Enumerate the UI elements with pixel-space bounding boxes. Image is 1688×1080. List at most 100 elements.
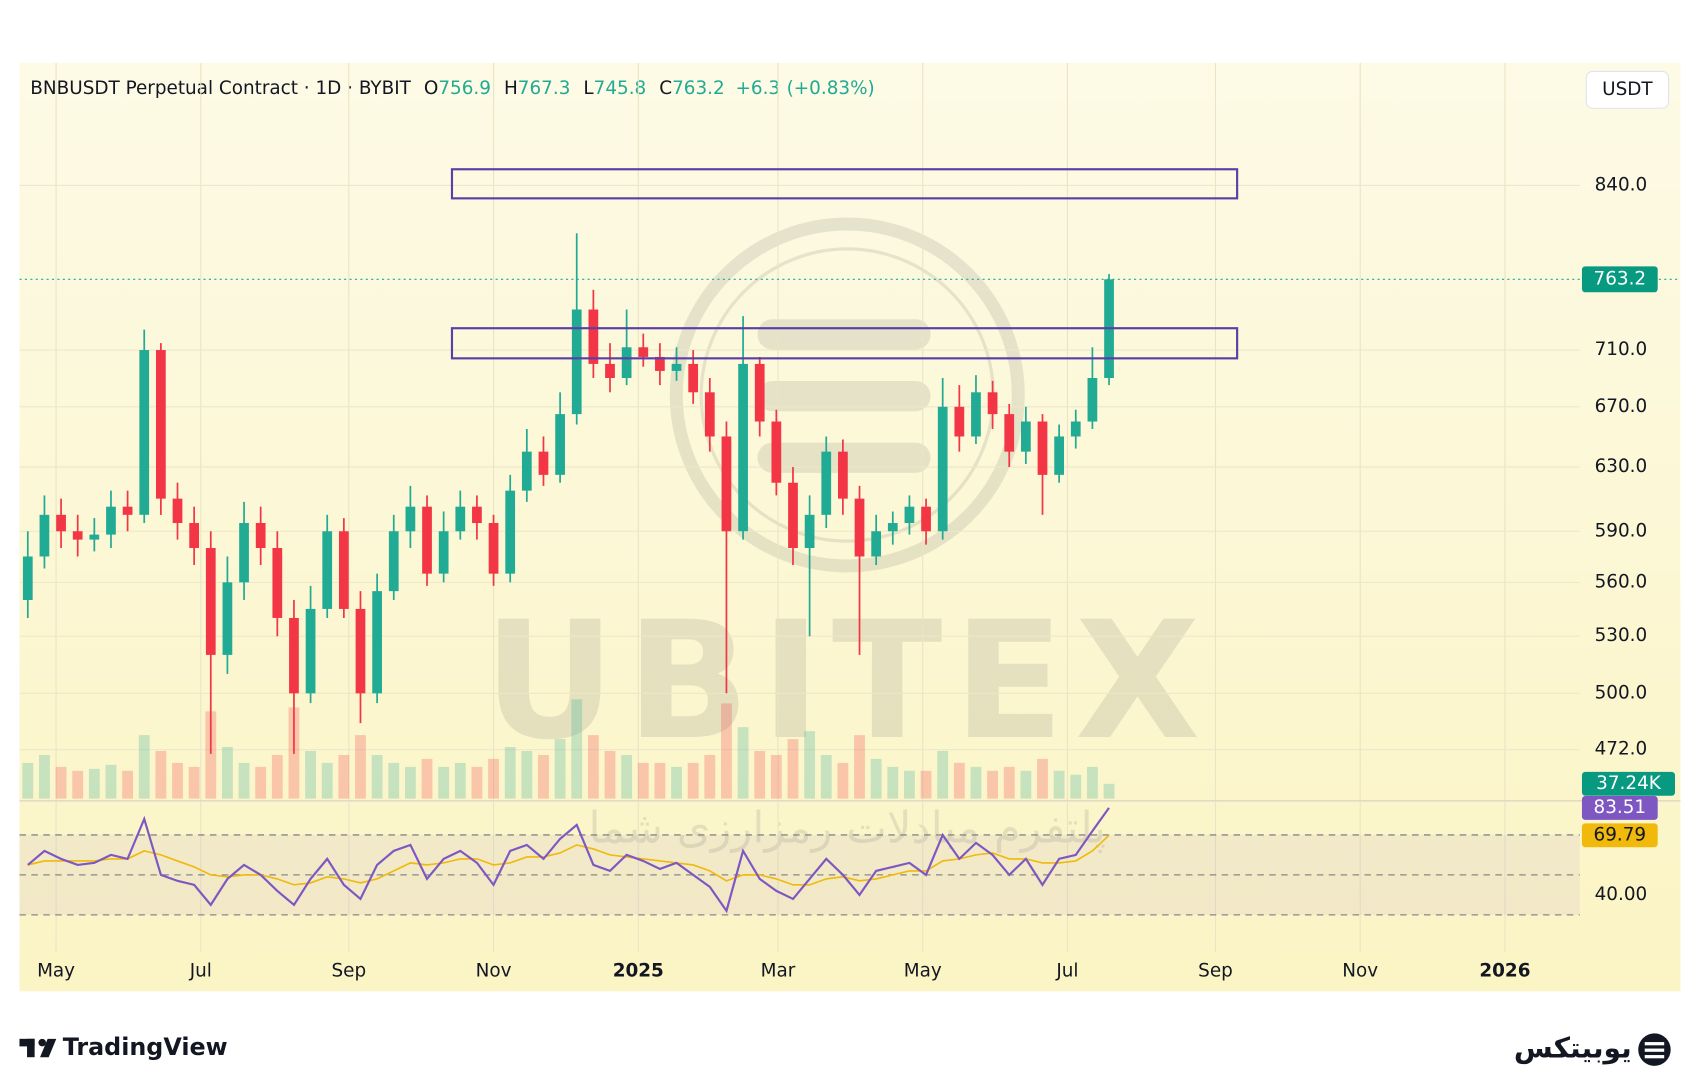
candle-body <box>904 506 915 524</box>
candle-body <box>422 506 432 574</box>
logo-shape <box>19 1038 35 1047</box>
ohlc-value: 756.9 <box>438 78 491 99</box>
volume-bar <box>1103 783 1115 799</box>
volume-bar <box>88 768 100 799</box>
candle-body <box>272 548 283 618</box>
x-tick-label: Jul <box>189 961 212 982</box>
rsi-ma-tag <box>1581 823 1658 848</box>
candle-body <box>838 451 848 499</box>
candle-body <box>222 582 233 655</box>
candle-body <box>538 451 549 475</box>
candle-body <box>987 392 998 415</box>
volume-bar <box>22 762 34 799</box>
chart-header: BNBUSDT Perpetual Contract · 1D · BYBIT O… <box>30 78 874 99</box>
volume-bar <box>920 770 932 799</box>
candle-body <box>521 451 532 491</box>
volume-bar <box>837 762 849 799</box>
volume-tag <box>1581 771 1676 796</box>
ohlc-value: 763.2 <box>672 78 725 99</box>
candle-body <box>289 617 299 694</box>
candle-body <box>322 531 333 609</box>
ohlc-label: C <box>659 78 672 99</box>
volume-bar <box>987 770 999 799</box>
volume-bar <box>770 754 782 799</box>
y-tick-label: 630.0 <box>1595 456 1648 477</box>
y-tick-label: 472.0 <box>1595 739 1648 760</box>
candle-body <box>804 514 815 549</box>
candle-body <box>338 531 349 609</box>
candle-body <box>1054 436 1065 475</box>
x-tick-label: 2026 <box>1479 961 1530 982</box>
volume-bar <box>1003 766 1015 799</box>
volume-bar <box>172 762 183 799</box>
volume-bar <box>39 754 50 799</box>
volume-bar <box>1070 774 1082 799</box>
logo-shape <box>27 1038 35 1058</box>
volume-bar <box>55 766 67 799</box>
rsi-line <box>27 807 1110 914</box>
change: +6.3 <box>735 78 780 99</box>
candle-body <box>89 534 100 540</box>
candle-body <box>22 556 33 600</box>
volume-bar <box>687 762 699 799</box>
volume-bar <box>854 735 865 799</box>
volume-bar <box>970 766 982 799</box>
volume-tag-label: 37.24K <box>1596 773 1662 794</box>
volume-bar <box>937 751 949 799</box>
chart-background <box>19 62 1681 992</box>
candle-body <box>205 548 216 655</box>
candle-body <box>1004 414 1015 452</box>
volume-bar <box>820 754 832 799</box>
candle-body <box>937 406 948 532</box>
candle-body <box>139 350 150 515</box>
x-tick-label: Mar <box>761 961 796 982</box>
footer-left: TradingView <box>63 1033 228 1061</box>
candle-body <box>605 363 615 379</box>
volume-bar <box>205 711 217 799</box>
ohlc-label: O <box>424 78 438 99</box>
candle-body <box>172 498 183 524</box>
volume-bar <box>271 754 283 799</box>
candle-body <box>305 608 316 694</box>
volume-bar <box>621 754 633 799</box>
volume-bar <box>870 758 882 799</box>
candle-body <box>388 531 399 592</box>
volume-bar <box>138 735 150 799</box>
y-tick-label: 670.0 <box>1595 396 1648 417</box>
volume-bar <box>305 751 316 799</box>
volume-bar <box>571 699 583 799</box>
volume-bar <box>221 747 233 799</box>
logo-shape <box>38 1038 46 1047</box>
volume-bar <box>371 754 383 799</box>
candle-body <box>871 531 882 557</box>
candle-body <box>488 523 499 574</box>
candle-body <box>771 421 782 483</box>
volume-bar <box>421 758 433 799</box>
volume-bar <box>671 766 682 799</box>
volume-bar <box>521 751 533 799</box>
volume-bar <box>654 762 666 799</box>
volume-bar <box>953 762 965 799</box>
footer-logo-stripe <box>1644 1042 1665 1046</box>
rsi-ma-tag-label: 69.79 <box>1594 824 1647 845</box>
volume-bar <box>438 766 450 799</box>
watermark-tagline: پلتفرم مبادلات رمزارزی شما <box>589 804 1106 854</box>
watermark-logo <box>757 380 931 412</box>
volume-bar <box>538 754 549 799</box>
rsi-tag-label: 83.51 <box>1594 797 1647 818</box>
candle-body <box>355 608 366 694</box>
watermark-brand: UBITEX <box>483 587 1211 776</box>
candle-body <box>156 350 166 499</box>
candle-body <box>405 506 416 532</box>
candle-body <box>954 406 965 437</box>
rsi-tick-label: 40.00 <box>1595 884 1648 905</box>
volume-bar <box>754 751 766 799</box>
y-tick-label: 590.0 <box>1595 520 1648 541</box>
volume-bar <box>604 751 616 799</box>
candle-body <box>721 436 732 532</box>
candle-body <box>671 363 682 371</box>
rsi-tag <box>1581 796 1658 820</box>
x-tick-label: Sep <box>332 961 367 982</box>
logo-shape <box>40 1038 57 1058</box>
